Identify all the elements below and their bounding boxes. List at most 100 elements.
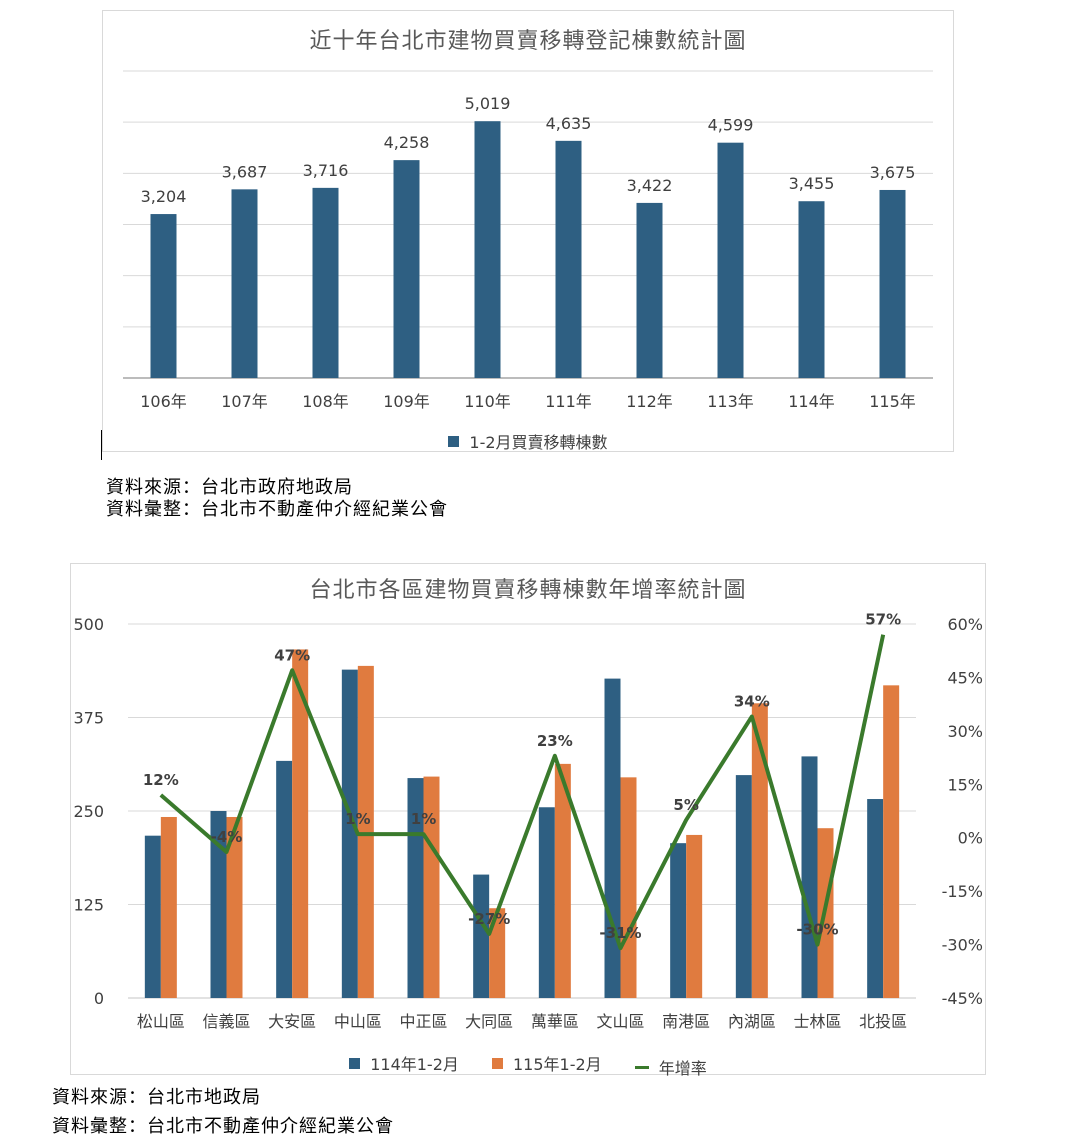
chart2-bar-115 <box>357 665 374 998</box>
chart1-data-label: 3,204 <box>141 187 187 206</box>
chart2-source: 資料來源：台北市地政局 資料彙整：台北市不動產仲介經紀業公會 <box>52 1083 394 1141</box>
chart2-y2-tick-label: 0% <box>958 829 983 848</box>
chart1-panel: 近十年台北市建物買賣移轉登記棟數統計圖 3,204 106年 3,687 107年 3,… <box>102 10 954 452</box>
chart2-bar-115 <box>883 685 900 998</box>
chart1-title: 近十年台北市建物買賣移轉登記棟數統計圖 <box>309 29 747 54</box>
chart1-bar <box>312 187 339 378</box>
chart2-bar-114 <box>473 874 490 998</box>
chart1-data-label: 5,019 <box>465 94 511 113</box>
chart1-x-tick-label: 110年 <box>464 392 511 411</box>
chart2-bar-114 <box>867 799 884 998</box>
chart2-rate-line <box>159 634 886 951</box>
chart2-y2-tick-label: 30% <box>947 722 983 741</box>
chart2-rate-label: -30% <box>796 921 838 939</box>
chart1-plot: 3,204 106年 3,687 107年 3,716 108年 4,258 109年 5,01… <box>123 70 933 411</box>
chart1-bar <box>555 140 582 378</box>
chart1-data-label: 3,422 <box>627 176 673 195</box>
chart2-bar-114 <box>538 807 555 998</box>
chart2-rate-label: 5% <box>673 796 698 814</box>
chart2-bar-114 <box>801 756 818 998</box>
chart2-bar-115 <box>554 763 571 998</box>
chart2-rate-label: -31% <box>599 924 641 942</box>
chart2-y-tick-label: 0 <box>94 989 104 1008</box>
chart2-y2-tick-label: 15% <box>947 775 983 794</box>
chart2-bar-114 <box>276 760 293 998</box>
chart1-bar <box>474 121 501 378</box>
chart2-y-tick-label: 375 <box>73 709 104 728</box>
chart2-bar-114 <box>210 811 227 998</box>
chart2-legend-label: 115年1-2月 <box>512 1055 602 1074</box>
chart2-legend-label: 114年1-2月 <box>370 1055 459 1074</box>
chart1-x-tick-label: 112年 <box>626 392 673 411</box>
chart2-bar-115 <box>620 777 637 998</box>
chart1-legend-label: 1-2月買賣移轉棟數 <box>469 433 608 452</box>
chart2-bar-115 <box>423 776 440 998</box>
chart1-x-tick-label: 114年 <box>788 392 835 411</box>
chart2-panel: 台北市各區建物買賣移轉棟數年增率統計圖 0 125 250 375 500 -45% -30… <box>70 563 986 1078</box>
chart1-x-tick-label: 109年 <box>383 392 430 411</box>
chart1-bar <box>717 142 744 378</box>
chart1-data-label: 4,599 <box>708 116 754 135</box>
chart2-bar-114 <box>670 843 687 998</box>
chart1-legend-swatch <box>448 435 460 447</box>
chart2-rate-label: 1% <box>345 810 370 828</box>
chart2-y-tick-label: 125 <box>73 896 104 915</box>
chart2-rate-label: -27% <box>468 910 510 928</box>
chart2-y2-tick-label: -30% <box>942 936 983 955</box>
chart2-rate-label: 23% <box>537 732 573 750</box>
text-cursor <box>101 430 102 460</box>
chart2-legend-swatch <box>491 1057 503 1069</box>
chart2-legend: 114年1-2月 115年1-2月 年增率 <box>71 1051 985 1079</box>
chart1-data-label: 3,455 <box>789 174 835 193</box>
chart2-bar-115 <box>489 908 506 998</box>
chart2-legend-item-rate: 年增率 <box>634 1055 707 1079</box>
chart1-legend-item: 1-2月買賣移轉棟數 <box>448 429 608 453</box>
chart2-bar-115 <box>292 649 309 998</box>
chart1-bar <box>636 202 663 378</box>
chart2-x-tick-label: 信義區 <box>202 1012 250 1031</box>
chart2-bar-115 <box>751 703 768 998</box>
chart1-bar <box>150 214 177 378</box>
chart2-y2-tick-label: -15% <box>942 882 983 901</box>
chart1-x-tick-label: 107年 <box>221 392 268 411</box>
chart2-rate-label: 57% <box>865 611 901 629</box>
chart2-bar-115 <box>686 834 703 998</box>
chart1-bar <box>393 160 420 378</box>
chart2-bar-114 <box>735 775 752 998</box>
chart2-rate-label: -4% <box>211 828 243 846</box>
chart2-rate-label: 47% <box>274 646 310 664</box>
chart2-x-tick-label: 中山區 <box>334 1012 382 1031</box>
chart2-y2-tick-label: 45% <box>947 668 983 687</box>
chart1-bar <box>879 189 906 378</box>
chart1-data-label: 3,675 <box>870 163 916 182</box>
chart2-y2-tick-label: 60% <box>947 615 983 634</box>
chart2-x-tick-label: 內湖區 <box>728 1012 776 1031</box>
chart1-x-tick-label: 108年 <box>302 392 349 411</box>
chart1-data-label: 3,687 <box>222 162 268 181</box>
chart2-bar-114 <box>144 835 161 998</box>
chart2-compiler-line: 資料彙整：台北市不動產仲介經紀業公會 <box>52 1116 394 1137</box>
chart2-title: 台北市各區建物買賣移轉棟數年增率統計圖 <box>309 578 747 603</box>
chart2-rate-label: 1% <box>411 810 436 828</box>
chart2-legend-item-115: 115年1-2月 <box>491 1051 602 1075</box>
chart1-bar <box>231 189 258 378</box>
chart2-bar-114 <box>604 678 621 998</box>
chart1-data-label: 3,716 <box>303 161 349 180</box>
chart2-x-tick-label: 北投區 <box>859 1012 907 1031</box>
chart2-plot: 0 125 250 375 500 -45% -30% -15% 0% 15% 30% 45% 60% 松… <box>73 611 983 1031</box>
chart1-legend: 1-2月買賣移轉棟數 <box>103 429 953 453</box>
chart2-legend-label: 年增率 <box>658 1059 707 1078</box>
chart1-data-label: 4,258 <box>384 133 430 152</box>
chart1-compiler-line: 資料彙整：台北市不動產仲介經紀業公會 <box>106 499 448 520</box>
chart1-x-tick-label: 113年 <box>707 392 754 411</box>
chart2-x-tick-label: 大安區 <box>268 1012 316 1031</box>
chart1-bar <box>798 201 825 378</box>
chart2-y-tick-label: 250 <box>73 802 104 821</box>
chart2-x-tick-label: 大同區 <box>465 1012 513 1031</box>
chart1-source-line: 資料來源：台北市政府地政局 <box>106 477 353 498</box>
chart2-x-tick-label: 文山區 <box>596 1012 644 1031</box>
chart1-data-label: 4,635 <box>546 114 592 133</box>
chart2-legend-line-swatch <box>634 1065 649 1069</box>
chart1-x-tick-label: 111年 <box>545 392 592 411</box>
chart2-y2-tick-label: -45% <box>942 989 983 1008</box>
